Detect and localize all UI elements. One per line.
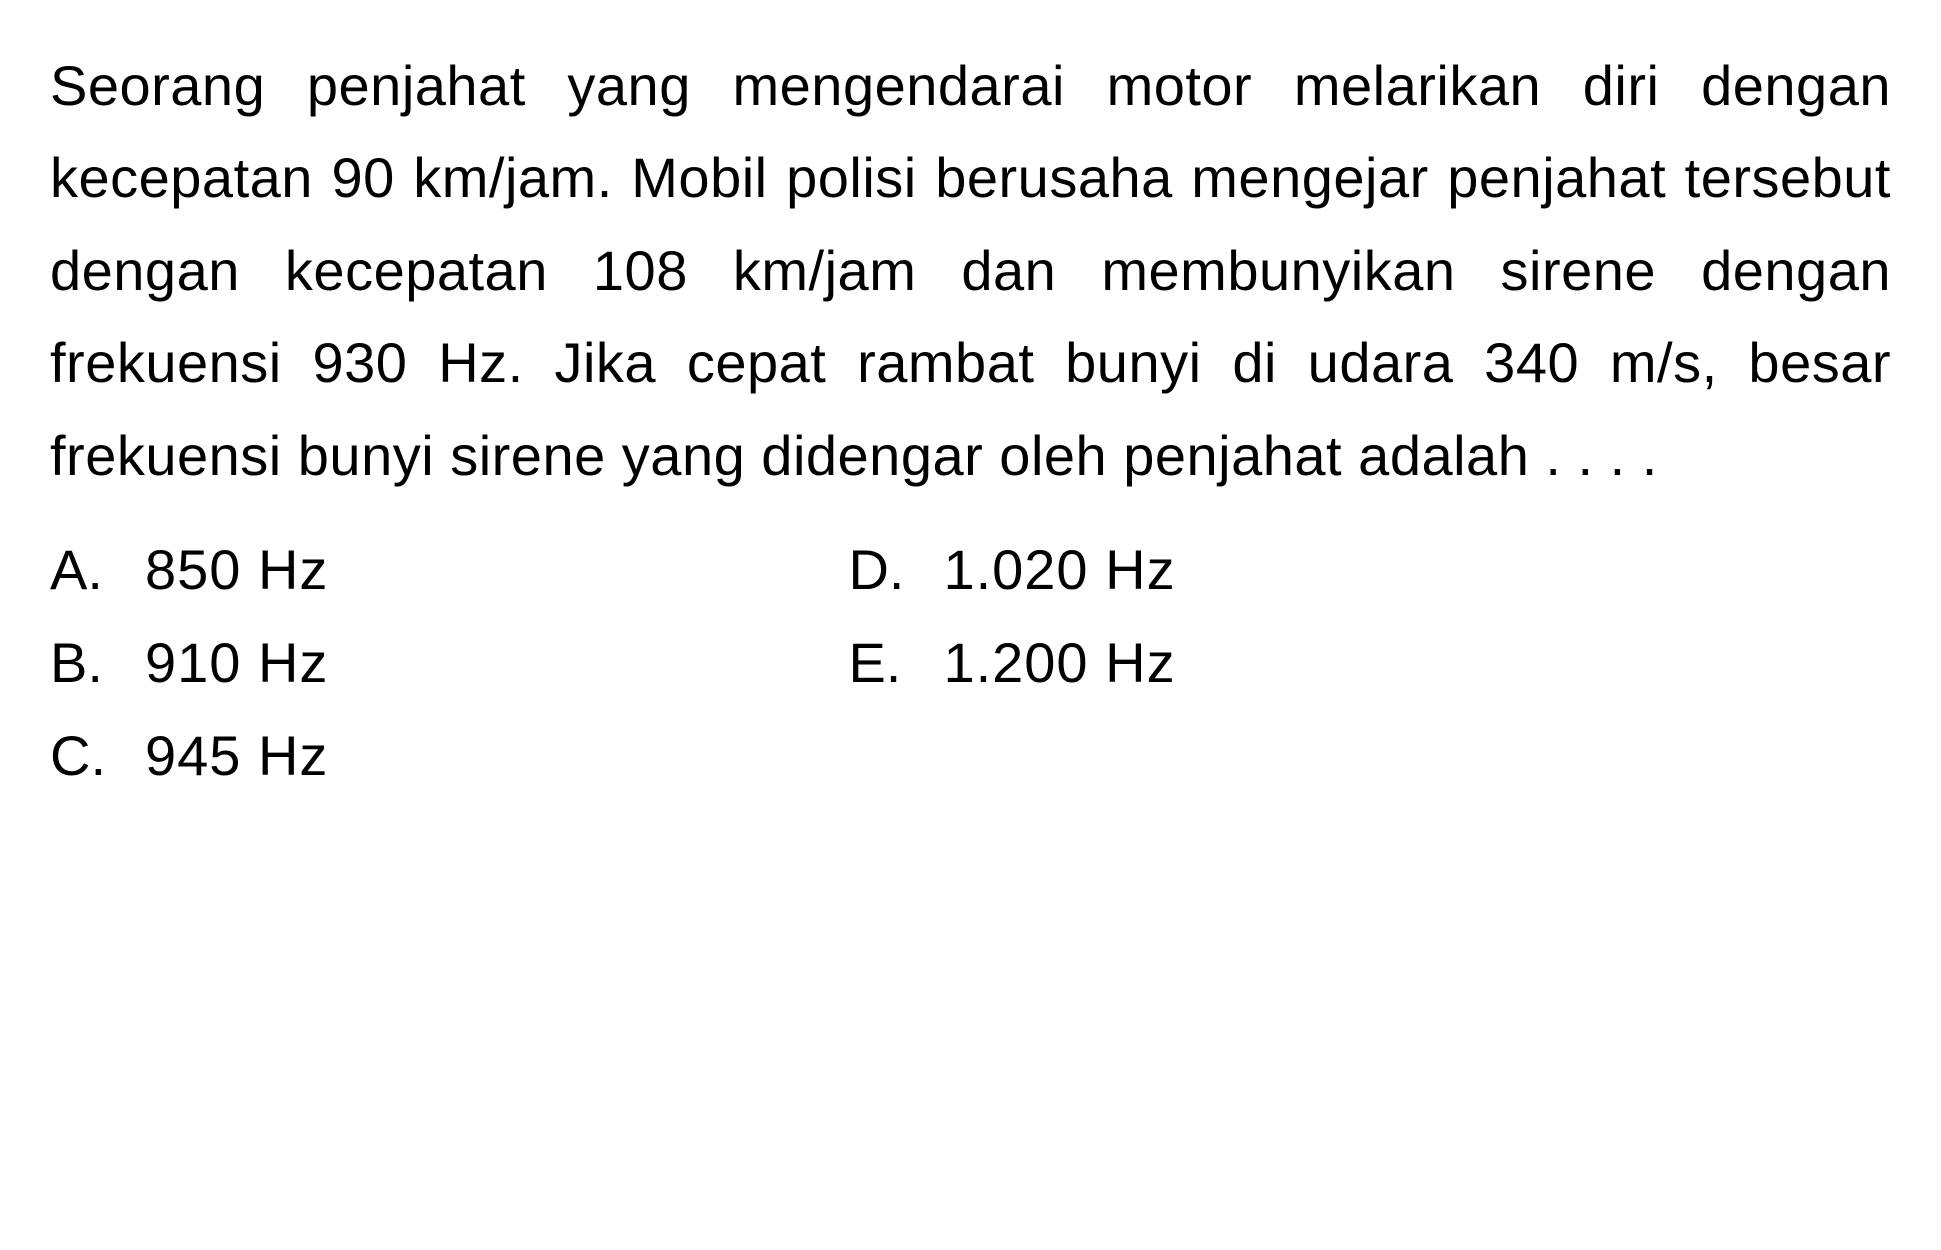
option-value: 945 Hz — [145, 723, 328, 788]
option-b: B. 910 Hz — [50, 630, 328, 695]
option-value: 910 Hz — [145, 630, 328, 695]
options-left-column: A. 850 Hz B. 910 Hz C. 945 Hz — [50, 537, 328, 788]
option-value: 1.200 Hz — [943, 630, 1175, 695]
option-letter: D. — [848, 537, 943, 602]
option-letter: A. — [50, 537, 145, 602]
option-letter: E. — [848, 630, 943, 695]
question-text: Seorang penjahat yang mengendarai motor … — [50, 40, 1891, 502]
option-value: 1.020 Hz — [943, 537, 1175, 602]
option-c: C. 945 Hz — [50, 723, 328, 788]
option-a: A. 850 Hz — [50, 537, 328, 602]
option-letter: C. — [50, 723, 145, 788]
option-d: D. 1.020 Hz — [848, 537, 1175, 602]
option-e: E. 1.200 Hz — [848, 630, 1175, 695]
option-value: 850 Hz — [145, 537, 328, 602]
option-letter: B. — [50, 630, 145, 695]
options-right-column: D. 1.020 Hz E. 1.200 Hz — [848, 537, 1175, 788]
options-container: A. 850 Hz B. 910 Hz C. 945 Hz D. 1.020 H… — [50, 537, 1891, 788]
